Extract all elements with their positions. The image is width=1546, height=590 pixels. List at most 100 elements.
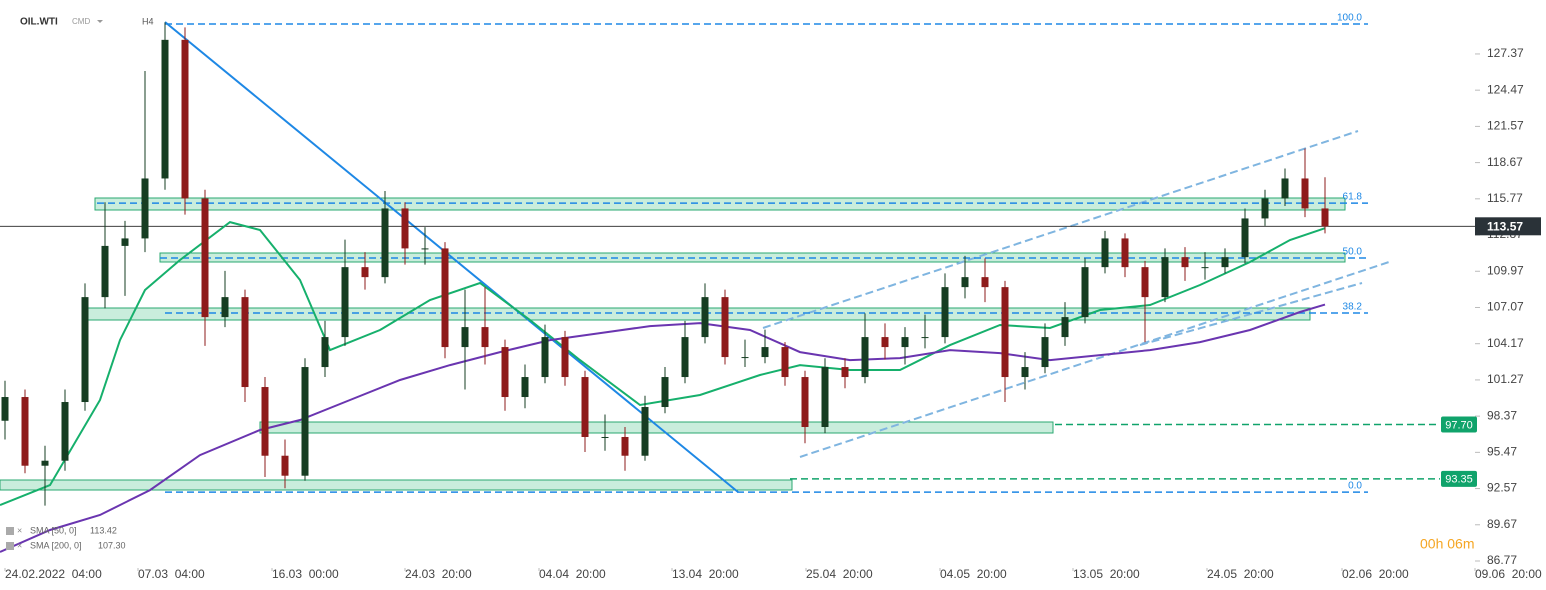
channel-line xyxy=(799,260,1393,458)
y-tick-label: 109.97 xyxy=(1487,263,1524,277)
candle-body xyxy=(1301,178,1309,209)
last-price-label: 113.57 xyxy=(1487,219,1523,233)
level-tag xyxy=(1441,416,1477,433)
y-tick-label: 124.47 xyxy=(1487,82,1524,96)
y-tick-label: 98.37 xyxy=(1487,408,1517,422)
candle-body xyxy=(921,337,929,339)
y-tick-label: 107.07 xyxy=(1487,300,1524,314)
candle-body xyxy=(1281,178,1289,199)
legend-close: × xyxy=(17,525,22,535)
candle-body xyxy=(1081,267,1089,318)
candle-body xyxy=(601,436,609,438)
x-tick-label: 07.03 04:00 xyxy=(138,567,205,581)
candle-body xyxy=(521,377,529,398)
candle-body xyxy=(1,397,9,421)
candle-body xyxy=(161,39,169,179)
sma-line xyxy=(0,221,1326,507)
legend-icon xyxy=(6,542,14,550)
y-tick-label: 115.77 xyxy=(1487,191,1523,205)
candle-body xyxy=(261,387,269,456)
candle-body xyxy=(241,297,249,388)
candle-body xyxy=(181,39,189,199)
y-tick-label: 89.67 xyxy=(1487,517,1517,531)
candle-body xyxy=(1321,208,1329,227)
candle-body xyxy=(621,436,629,456)
fib-label: 0.0 xyxy=(1348,481,1362,492)
candle-body xyxy=(361,267,369,278)
dropdown-icon[interactable] xyxy=(97,20,103,23)
candle-body xyxy=(381,208,389,278)
y-tick-label: 127.37 xyxy=(1487,46,1524,60)
candle-body xyxy=(741,357,749,359)
market: CMD xyxy=(72,17,90,26)
x-tick-label: 24.03 20:00 xyxy=(405,567,472,581)
candle-body xyxy=(661,377,669,408)
candle-body xyxy=(201,198,209,318)
candle-body xyxy=(961,277,969,288)
candle-body xyxy=(841,367,849,378)
candle-body xyxy=(1181,257,1189,268)
candle-body xyxy=(321,337,329,368)
zone xyxy=(0,479,793,491)
level-label: 93.35 xyxy=(1445,474,1473,486)
legend-value: 113.42 xyxy=(90,525,117,535)
candle-body xyxy=(421,248,429,250)
candle-body xyxy=(401,208,409,249)
x-tick-label: 24.02.2022 04:00 xyxy=(5,567,102,581)
candle-body xyxy=(281,455,289,476)
candle-body xyxy=(41,460,49,466)
x-tick-label: 02.06 20:00 xyxy=(1342,567,1409,581)
y-tick-label: 118.67 xyxy=(1487,155,1523,169)
fib-label: 61.8 xyxy=(1343,192,1363,203)
x-tick-label: 04.04 20:00 xyxy=(539,567,606,581)
zone xyxy=(87,307,1311,321)
timer: 00h 06m xyxy=(1420,536,1474,552)
candle-body xyxy=(221,297,229,318)
fib-label: 100.0 xyxy=(1337,13,1362,24)
candle-body xyxy=(61,402,69,461)
candle-body xyxy=(561,337,569,378)
x-tick-label: 25.04 20:00 xyxy=(806,567,873,581)
candle-body xyxy=(1241,218,1249,258)
x-tick-label: 13.04 20:00 xyxy=(672,567,739,581)
level-tag xyxy=(1441,470,1477,487)
candle-body xyxy=(861,337,869,378)
candle-body xyxy=(121,238,129,246)
y-tick-label: 92.57 xyxy=(1487,481,1517,495)
candle-body xyxy=(1041,337,1049,368)
candle-body xyxy=(1141,267,1149,298)
candle-body xyxy=(1201,267,1209,269)
candle-body xyxy=(1221,257,1229,268)
candle-body xyxy=(1021,367,1029,378)
candle-body xyxy=(1061,317,1069,338)
legend-name: SMA [50, 0] xyxy=(30,525,77,535)
candle-body xyxy=(501,347,509,398)
y-tick-label: 104.17 xyxy=(1487,336,1524,350)
zone xyxy=(94,197,1346,211)
candle-body xyxy=(1261,198,1269,219)
candle-body xyxy=(721,297,729,358)
symbol: OIL.WTI xyxy=(20,17,58,28)
candle-body xyxy=(941,287,949,338)
legend-name: SMA [200, 0] xyxy=(30,540,82,550)
candle-body xyxy=(1121,238,1129,268)
legend-close: × xyxy=(17,540,22,550)
candle-body xyxy=(641,407,649,456)
candle-body xyxy=(881,337,889,348)
candle-body xyxy=(441,248,449,348)
candle-body xyxy=(461,327,469,348)
candle-body xyxy=(761,347,769,358)
y-tick-label: 101.27 xyxy=(1487,372,1524,386)
candle-body xyxy=(481,327,489,348)
candle-body xyxy=(341,267,349,338)
x-tick-label: 09.06 20:00 xyxy=(1475,567,1542,581)
candle-body xyxy=(581,377,589,437)
y-tick-label: 95.47 xyxy=(1487,445,1517,459)
fib-label: 38.2 xyxy=(1343,302,1363,313)
plot xyxy=(0,22,1475,553)
candle-body xyxy=(141,178,149,239)
candle-body xyxy=(901,337,909,348)
